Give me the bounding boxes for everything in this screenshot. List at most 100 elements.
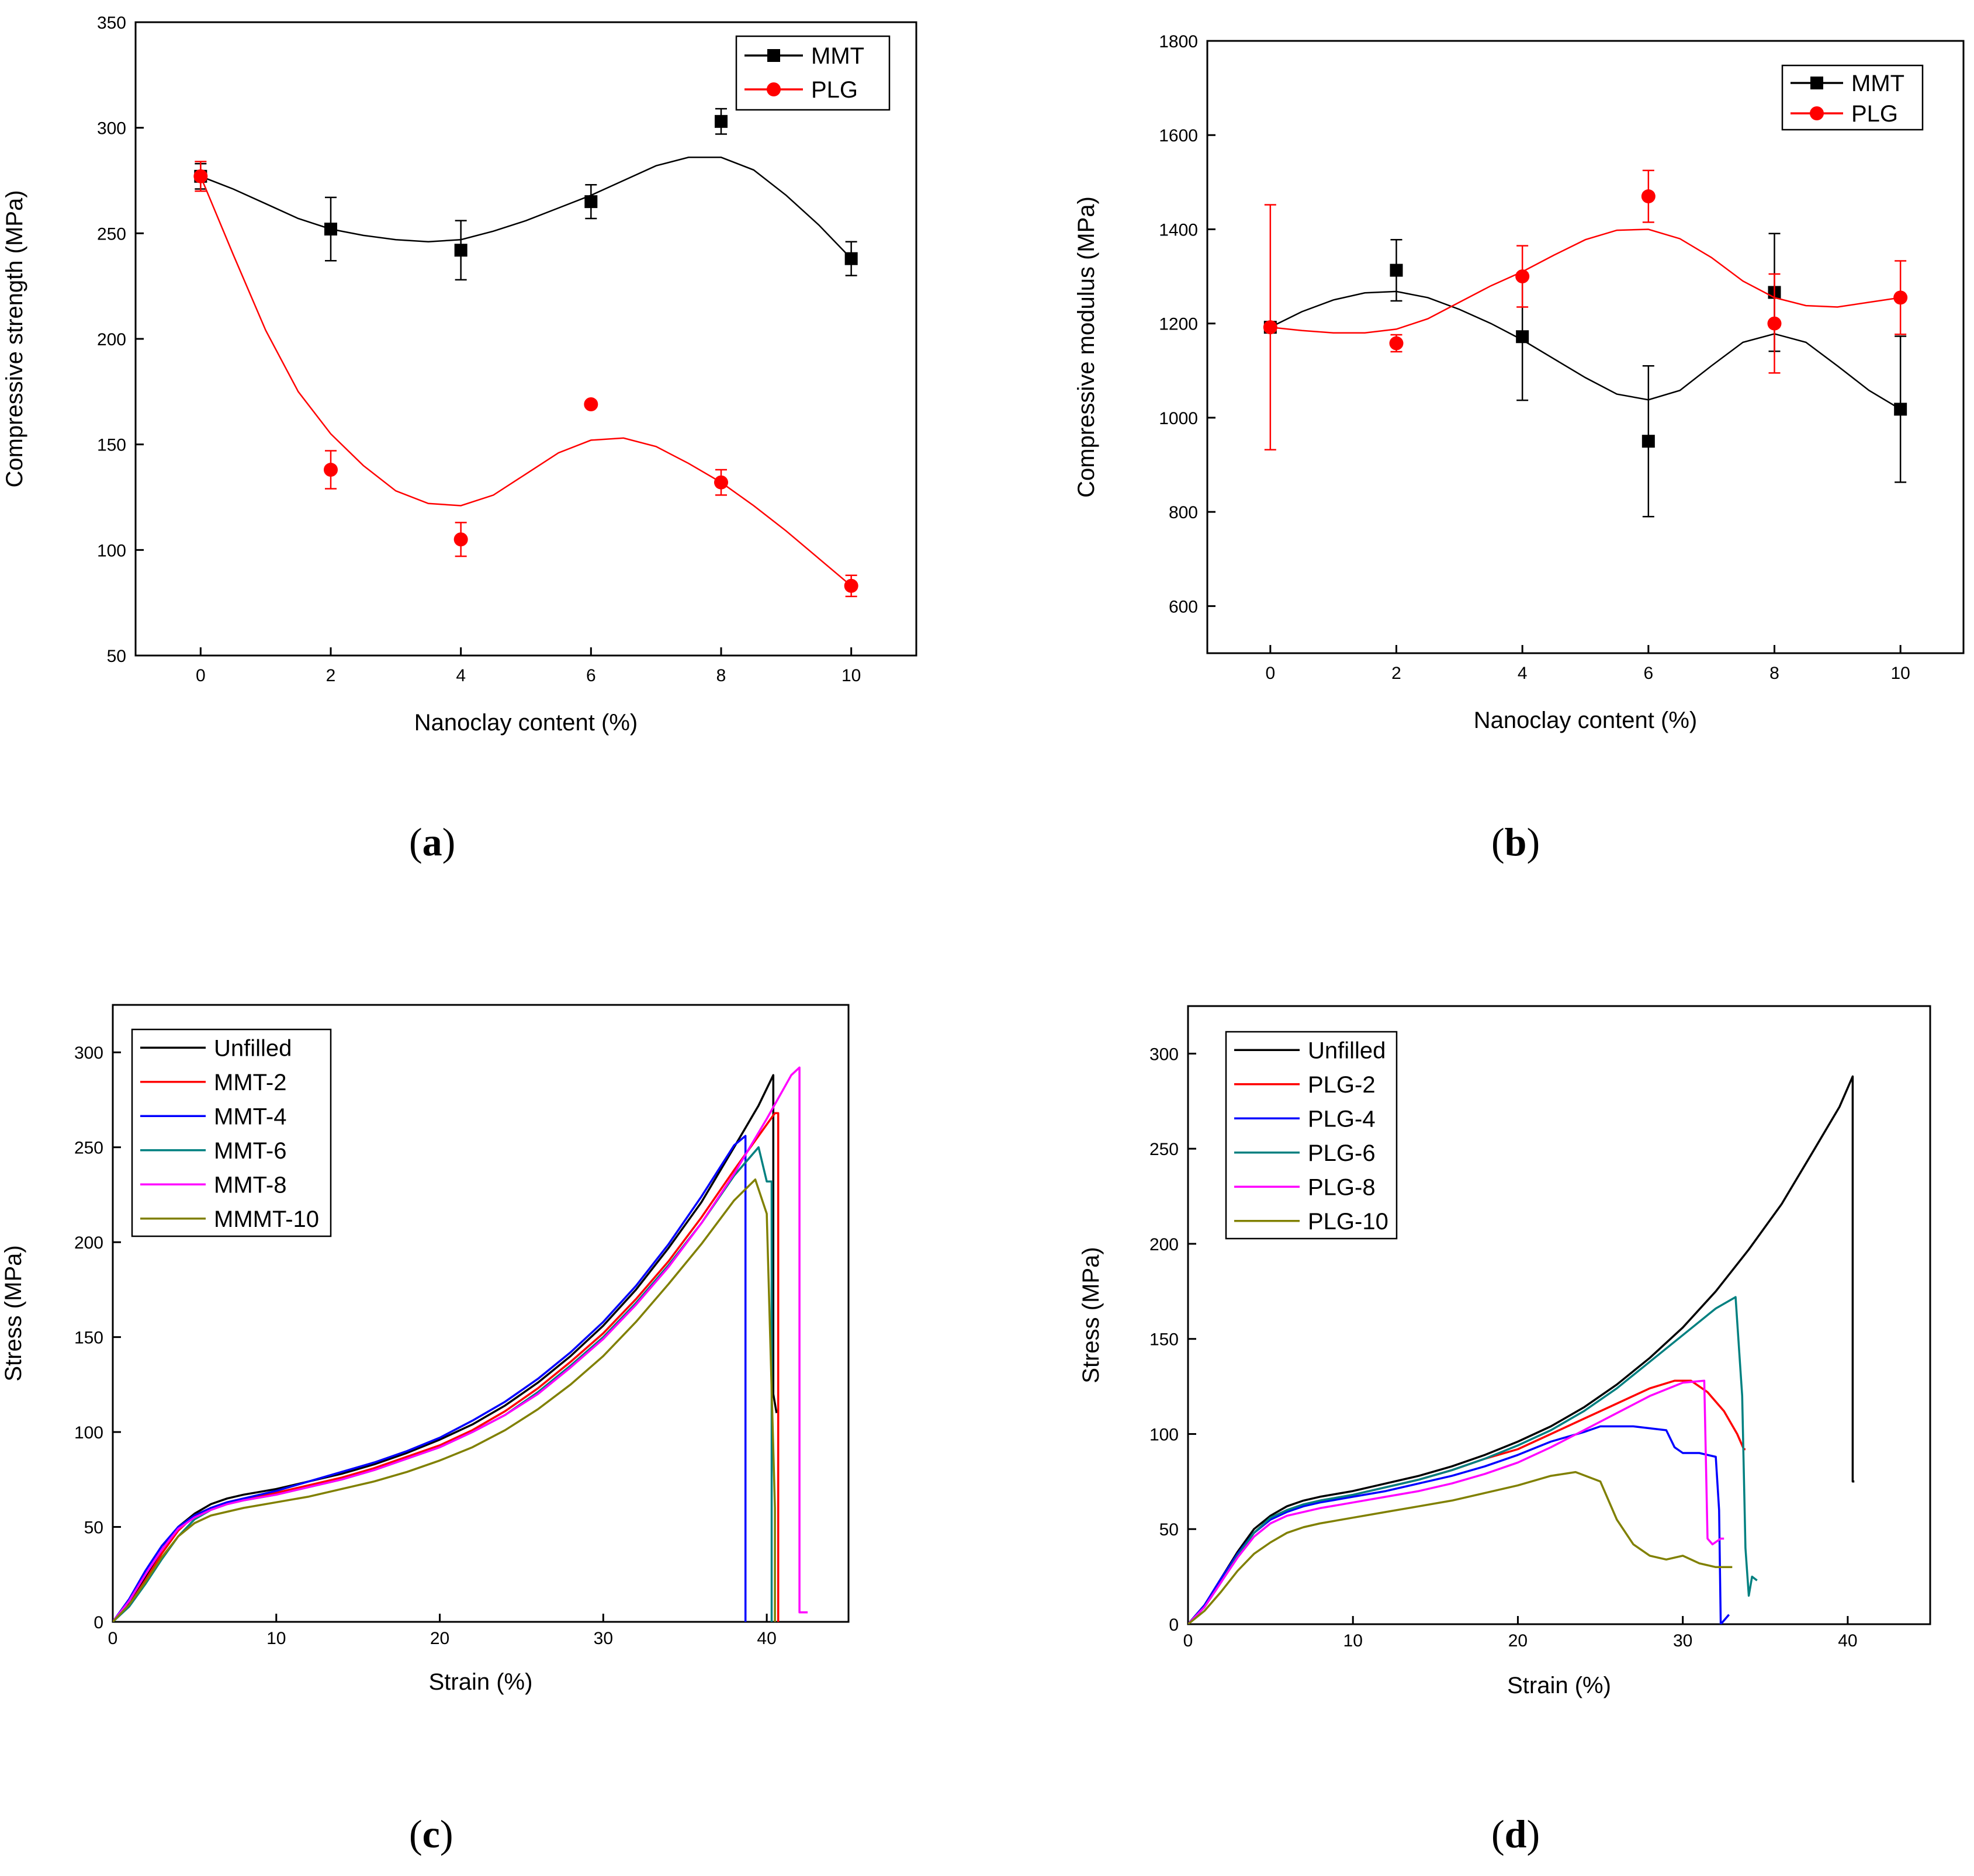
panel-label-c: (c) [409, 1812, 453, 1856]
y-tick-label: 50 [1159, 1520, 1179, 1539]
plot-area [193, 108, 858, 598]
x-tick-label: 0 [196, 666, 206, 685]
y-tick-label: 100 [97, 541, 126, 560]
series-line-PLG-10 [1188, 1471, 1733, 1624]
series-MMT [194, 108, 858, 281]
plot-frame [1187, 1005, 1931, 1625]
x-axis-title: Strain (%) [1507, 1673, 1611, 1698]
fit-line [1270, 290, 1901, 410]
legend-box [1225, 1031, 1398, 1240]
y-tick-label: 50 [84, 1518, 103, 1538]
panel-label-d: (d) [1491, 1812, 1540, 1856]
x-tick-label: 40 [757, 1629, 776, 1648]
legend-label: MMT-6 [214, 1138, 286, 1164]
data-point [1263, 320, 1277, 335]
y-tick-label: 50 [107, 647, 126, 666]
x-tick-label: 10 [266, 1629, 286, 1648]
legend-marker [1810, 77, 1823, 89]
x-tick-label: 8 [716, 666, 726, 685]
legend-label: PLG [811, 77, 858, 103]
legend-label: PLG [1851, 101, 1898, 127]
data-point [454, 244, 467, 257]
plot-area [113, 1066, 808, 1622]
x-tick-label: 4 [456, 666, 466, 685]
y-tick-label: 150 [74, 1329, 103, 1348]
legend: MMT PLG [735, 35, 891, 111]
legend-label: MMT-4 [214, 1104, 286, 1129]
series-line-PLG-8 [1188, 1379, 1724, 1624]
x-tick-label: 10 [841, 666, 861, 685]
series-line-PLG-2 [1188, 1379, 1746, 1624]
panel-label-a: (a) [409, 820, 456, 864]
chart-d: 0 10 20 30 40 0 50 100 150 200 250 300 Strain (%) Str… [1078, 1005, 1931, 1698]
series-line-MMT-8 [113, 1066, 808, 1622]
y-axis-title: Stress (MPa) [1, 1245, 26, 1381]
x-tick-label: 6 [1643, 664, 1653, 683]
legend-label: MMT [811, 43, 864, 69]
x-tick-label: 10 [1890, 664, 1910, 683]
data-point [1894, 403, 1907, 416]
x-tick-label: 2 [326, 666, 336, 685]
y-tick-label: 300 [74, 1043, 103, 1063]
y-tick-label: 600 [1169, 597, 1198, 616]
plot-frame [134, 21, 917, 657]
series-line-MMMT-10 [113, 1178, 776, 1622]
y-tick-label: 250 [74, 1139, 103, 1158]
plot-area [1263, 169, 1908, 518]
y-tick-label: 800 [1169, 503, 1198, 522]
y-tick-label: 1600 [1159, 126, 1198, 145]
legend-label: PLG-8 [1308, 1174, 1376, 1200]
legend: Unfilled MMT-2 MMT-4 MMT-6 MMT-8 MMMT-10 [131, 1028, 332, 1237]
data-point [1893, 290, 1908, 305]
data-point [1515, 269, 1530, 284]
y-tick-label: 1000 [1159, 409, 1198, 428]
data-point [584, 195, 598, 209]
legend-label: PLG-6 [1308, 1140, 1376, 1166]
legend-label: PLG-10 [1308, 1209, 1388, 1235]
legend-marker [767, 49, 780, 62]
plot-frame [112, 1004, 850, 1623]
data-point [714, 475, 728, 490]
data-point [1390, 263, 1403, 277]
plot-frame [1206, 40, 1965, 654]
x-axis-title: Strain (%) [429, 1669, 533, 1695]
y-tick-label: 350 [97, 13, 126, 33]
y-axis-title: Stress (MPa) [1078, 1247, 1104, 1383]
chart-b: 0 2 4 6 8 10 600 800 1000 1200 1400 1600 1800 Nanocla… [1073, 32, 1965, 733]
y-tick-label: 300 [97, 119, 126, 138]
data-point [844, 252, 858, 265]
y-tick-label: 250 [1149, 1140, 1179, 1159]
data-point [1641, 189, 1656, 204]
panel-label-b: (b) [1491, 820, 1540, 864]
legend-label: PLG-4 [1308, 1106, 1376, 1132]
data-point [193, 169, 208, 183]
chart-c: 0 10 20 30 40 0 50 100 150 200 250 300 Strain (%) Str… [1, 1004, 850, 1695]
series-PLG [1263, 169, 1908, 450]
y-tick-label: 200 [74, 1233, 103, 1253]
y-tick-label: 200 [1149, 1235, 1179, 1254]
data-point [1767, 316, 1782, 331]
y-tick-label: 1400 [1159, 220, 1198, 240]
fit-line [200, 157, 852, 259]
x-tick-label: 8 [1769, 664, 1779, 683]
x-tick-label: 30 [594, 1629, 613, 1648]
x-axis-title: Nanoclay content (%) [414, 710, 638, 736]
series-MMT [1263, 233, 1907, 518]
x-tick-label: 20 [1508, 1631, 1528, 1650]
data-point [1516, 330, 1529, 344]
data-point [1641, 435, 1655, 448]
x-tick-label: 0 [1183, 1631, 1193, 1650]
legend-marker [767, 82, 781, 96]
legend-marker [1810, 106, 1824, 120]
fit-line [1270, 228, 1901, 334]
series-PLG [193, 161, 858, 598]
x-tick-label: 0 [1265, 664, 1275, 683]
y-tick-label: 100 [74, 1423, 103, 1442]
series-line-PLG-6 [1188, 1296, 1758, 1624]
data-point [584, 397, 598, 412]
y-tick-label: 250 [97, 224, 126, 244]
legend-label: MMT-2 [214, 1070, 286, 1095]
data-point [715, 115, 728, 128]
